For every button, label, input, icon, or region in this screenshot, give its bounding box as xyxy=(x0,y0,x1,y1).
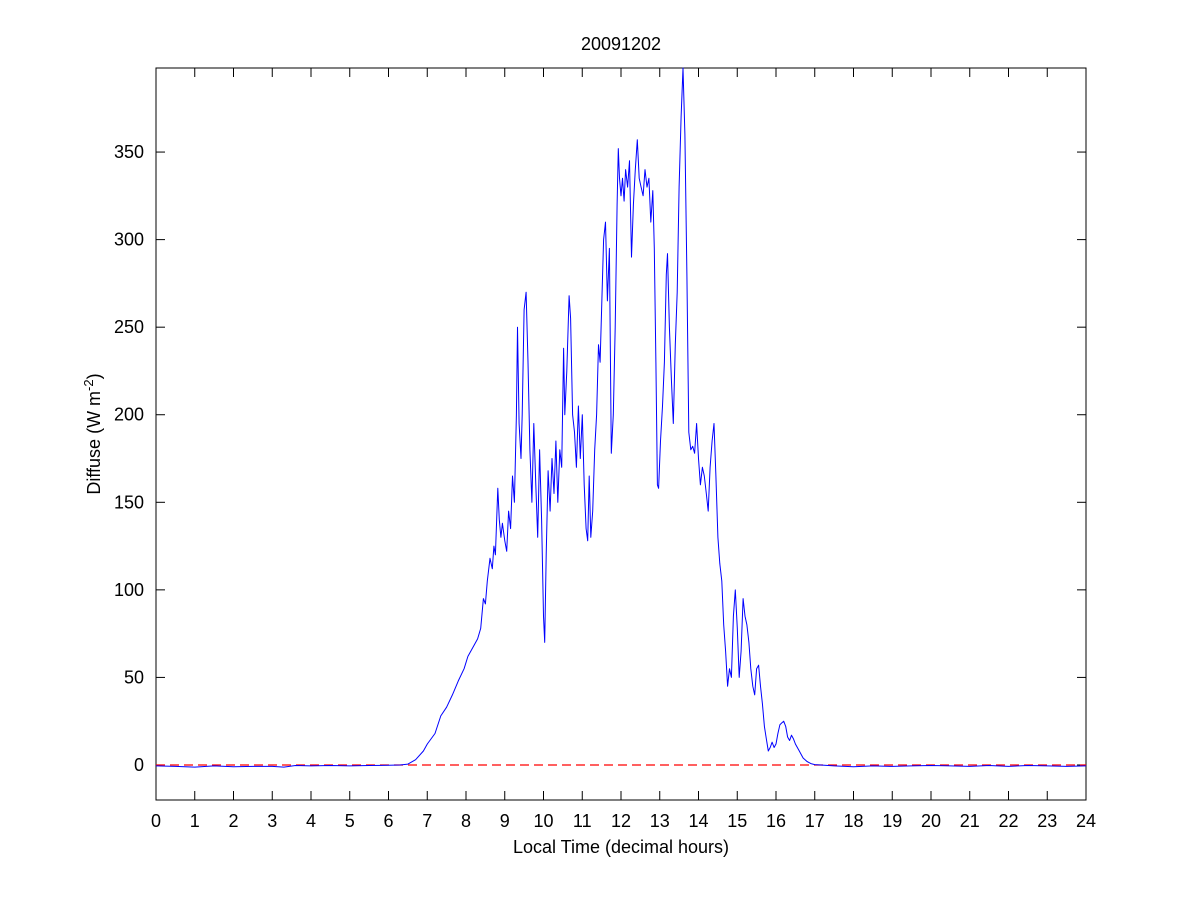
chart-title: 20091202 xyxy=(581,34,661,54)
y-tick-label: 200 xyxy=(114,405,144,425)
y-tick-label: 50 xyxy=(124,667,144,687)
x-tick-label: 4 xyxy=(306,811,316,831)
x-tick-label: 13 xyxy=(650,811,670,831)
x-tick-label: 8 xyxy=(461,811,471,831)
y-axis-label-suffix: ) xyxy=(84,373,104,379)
y-tick-label: 250 xyxy=(114,317,144,337)
y-axis-label: Diffuse (W m-2) xyxy=(81,373,104,494)
x-tick-label: 11 xyxy=(573,811,592,831)
x-tick-label: 22 xyxy=(998,811,1018,831)
y-tick-label: 350 xyxy=(114,142,144,162)
x-tick-label: 15 xyxy=(727,811,747,831)
x-tick-label: 5 xyxy=(345,811,355,831)
y-tick-label: 300 xyxy=(114,230,144,250)
tick-labels: 0 1 2 3 4 5 6 7 8 9 10 11 12 13 14 15 16 17 18 19 20 21 22 23 24… xyxy=(114,142,1096,831)
x-tick-label: 10 xyxy=(533,811,553,831)
x-tick-label: 7 xyxy=(422,811,432,831)
x-tick-label: 24 xyxy=(1076,811,1096,831)
x-tick-label: 19 xyxy=(882,811,902,831)
x-tick-label: 23 xyxy=(1037,811,1057,831)
y-axis-label-superscript: -2 xyxy=(81,379,96,391)
x-tick-label: 18 xyxy=(843,811,863,831)
x-tick-label: 6 xyxy=(383,811,393,831)
x-tick-label: 21 xyxy=(960,811,980,831)
x-tick-label: 2 xyxy=(228,811,238,831)
x-tick-label: 12 xyxy=(611,811,631,831)
x-tick-label: 17 xyxy=(805,811,825,831)
x-tick-label: 20 xyxy=(921,811,941,831)
diffuse-series-line xyxy=(155,67,1087,768)
x-tick-label: 3 xyxy=(267,811,277,831)
y-axis-label-prefix: Diffuse (W m xyxy=(84,391,104,495)
y-tick-label: 150 xyxy=(114,492,144,512)
x-tick-label: 9 xyxy=(500,811,510,831)
x-axis-label: Local Time (decimal hours) xyxy=(513,837,729,857)
plot-area xyxy=(155,67,1087,801)
y-tick-label: 0 xyxy=(134,755,144,775)
y-tick-label: 100 xyxy=(114,580,144,600)
x-tick-label: 1 xyxy=(190,811,200,831)
x-tick-label: 16 xyxy=(766,811,786,831)
x-tick-label: 14 xyxy=(688,811,708,831)
x-tick-label: 0 xyxy=(151,811,161,831)
axis-ticks xyxy=(155,68,1087,800)
